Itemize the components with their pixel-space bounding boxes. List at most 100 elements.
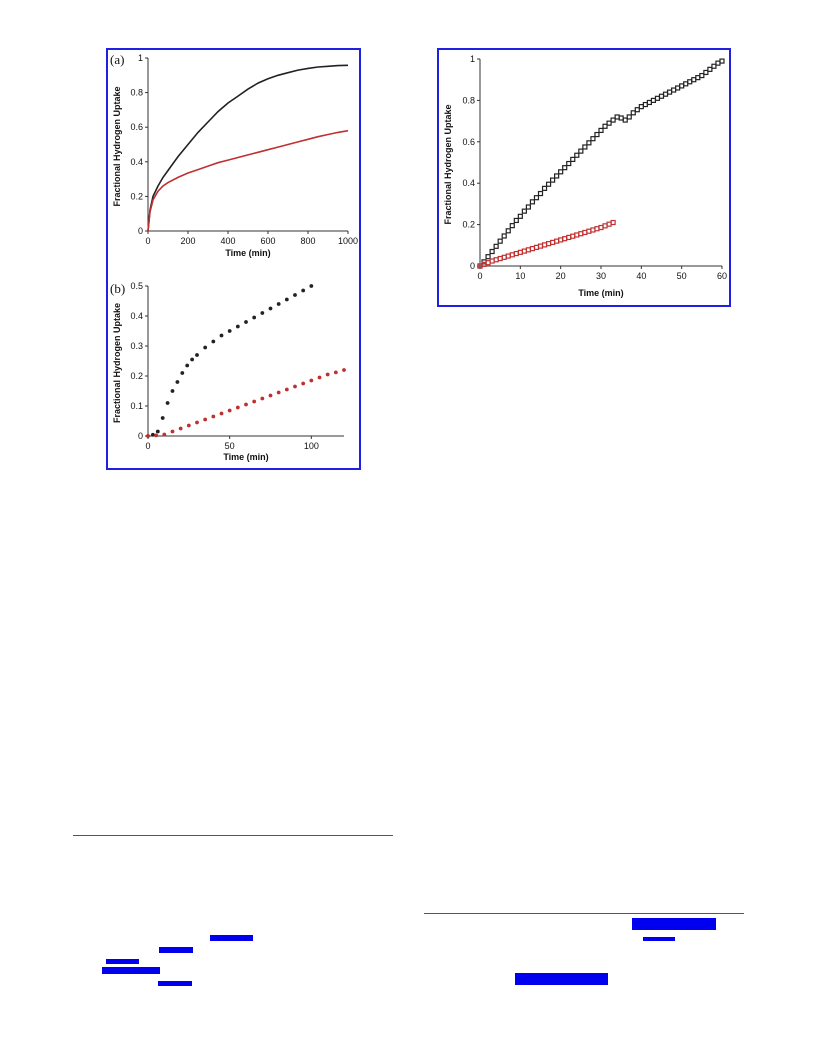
data-point — [602, 223, 608, 229]
data-point — [594, 226, 600, 232]
data-point — [638, 104, 644, 110]
panel-label: (a) — [110, 52, 124, 67]
data-point — [227, 329, 232, 333]
data-point — [276, 302, 281, 306]
data-point — [268, 393, 273, 398]
data-point — [244, 320, 248, 324]
data-point — [252, 399, 257, 404]
data-point — [260, 311, 265, 315]
data-point — [570, 233, 576, 239]
data-point — [190, 357, 194, 362]
x-tick-label: 600 — [260, 236, 275, 246]
data-point — [195, 353, 199, 357]
data-point — [662, 91, 669, 97]
data-point — [541, 242, 548, 248]
data-point — [260, 396, 265, 401]
reference-link[interactable] — [515, 973, 608, 985]
x-tick-label: 0 — [145, 236, 150, 246]
y-axis-label: Fractional Hydrogen Uptake — [112, 303, 122, 423]
data-point — [554, 238, 560, 244]
data-point — [195, 420, 199, 425]
x-tick-label: 800 — [300, 236, 315, 246]
y-tick-label: 0 — [470, 261, 475, 271]
data-point — [301, 288, 306, 293]
y-tick-label: 0.2 — [130, 371, 143, 381]
data-point — [517, 249, 523, 255]
data-point — [533, 244, 540, 250]
data-point — [529, 246, 536, 252]
data-point — [626, 114, 632, 120]
data-point — [578, 148, 584, 154]
data-point — [642, 101, 648, 108]
data-point — [154, 433, 159, 438]
data-point — [497, 238, 503, 244]
data-point — [505, 253, 511, 259]
data-point — [691, 77, 697, 83]
data-point — [293, 293, 297, 297]
data-point — [186, 423, 191, 428]
data-point — [562, 165, 568, 171]
data-point — [537, 190, 544, 197]
data-point — [566, 234, 572, 241]
x-tick-label: 60 — [717, 271, 727, 281]
reference-link[interactable] — [106, 959, 139, 964]
data-point — [160, 416, 165, 420]
x-tick-label: 100 — [304, 441, 319, 451]
data-point — [276, 390, 281, 395]
x-tick-label: 1000 — [338, 236, 358, 246]
figure-left-box: (a) 0 0.2 0.4 0.6 0.8 1 0 200 400 600 800 1000 Time (… — [106, 48, 361, 470]
reference-link[interactable] — [643, 937, 675, 941]
data-point — [610, 219, 616, 226]
data-point — [521, 248, 527, 254]
reference-link[interactable] — [632, 918, 716, 930]
y-tick-label: 0 — [138, 226, 143, 236]
y-tick-label: 0.5 — [130, 281, 143, 291]
data-point — [598, 127, 604, 134]
data-point — [622, 117, 628, 123]
data-point — [513, 250, 519, 257]
data-point — [586, 140, 592, 146]
data-point — [679, 83, 685, 89]
reference-link[interactable] — [102, 967, 160, 974]
data-point — [529, 199, 536, 205]
x-tick-label: 400 — [220, 236, 235, 246]
data-point — [630, 110, 636, 116]
data-point — [284, 297, 289, 302]
data-point — [219, 411, 224, 416]
data-point — [675, 85, 681, 91]
reference-link[interactable] — [159, 947, 193, 953]
series-line-1 — [147, 129, 349, 232]
reference-link[interactable] — [158, 981, 192, 986]
data-point — [509, 252, 515, 258]
y-tick-label: 0.3 — [130, 341, 143, 351]
data-point — [227, 408, 232, 413]
x-tick-label: 50 — [225, 441, 235, 451]
data-point — [170, 389, 175, 393]
data-point — [549, 239, 556, 246]
data-point — [146, 434, 150, 438]
data-point — [162, 432, 167, 437]
data-point — [590, 136, 596, 142]
data-point — [505, 228, 511, 234]
data-point — [582, 144, 588, 150]
data-point — [325, 372, 330, 377]
y-tick-label: 0.4 — [130, 311, 143, 321]
y-tick-label: 0.2 — [130, 191, 143, 201]
data-point — [165, 401, 170, 405]
y-tick-label: 0.6 — [130, 122, 143, 132]
data-point — [570, 156, 576, 162]
data-point — [614, 114, 620, 120]
y-tick-label: 0.4 — [462, 178, 475, 188]
data-point — [606, 120, 612, 126]
data-point — [342, 368, 346, 372]
data-point — [719, 58, 725, 64]
data-point — [317, 375, 322, 380]
y-tick-label: 0.1 — [130, 401, 143, 411]
reference-link[interactable] — [210, 935, 253, 941]
data-point — [244, 402, 248, 407]
data-point — [155, 429, 160, 434]
data-point — [185, 363, 190, 368]
data-point — [333, 370, 338, 375]
x-axis-label: Time (min) — [223, 452, 268, 462]
